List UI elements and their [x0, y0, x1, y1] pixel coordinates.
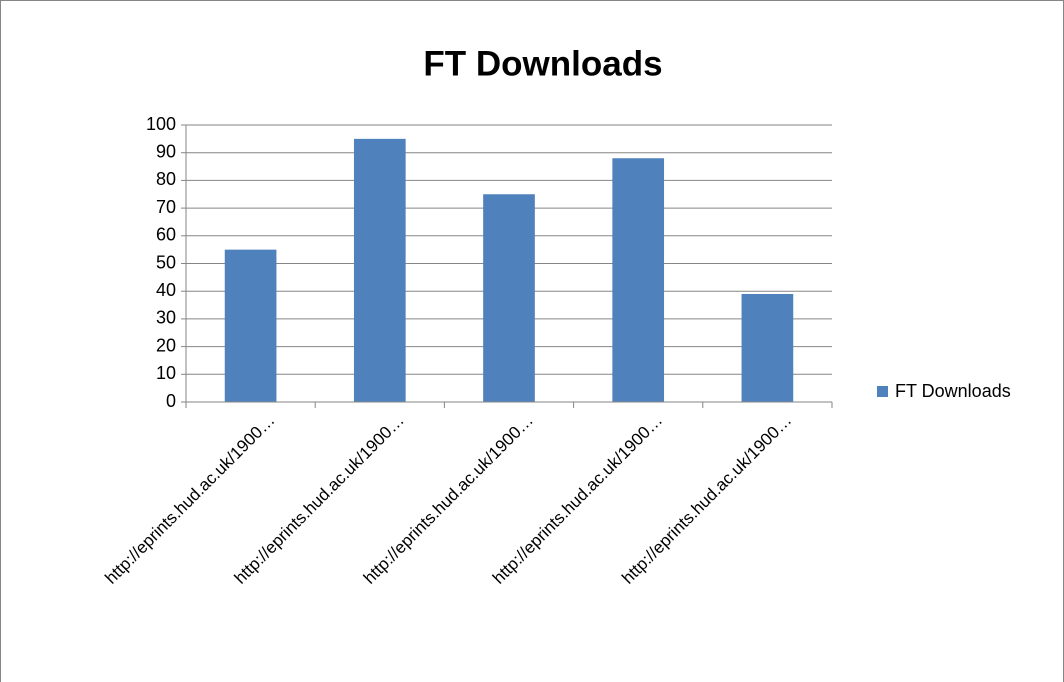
- bar: [612, 158, 665, 402]
- bar: [741, 293, 794, 402]
- y-tick-label: 20: [156, 335, 176, 355]
- bar: [224, 249, 277, 402]
- y-tick-label: 0: [166, 391, 176, 411]
- chart-title: FT Downloads: [423, 44, 662, 83]
- y-tick-label: 80: [156, 169, 176, 189]
- legend-label: FT Downloads: [895, 381, 1011, 401]
- y-tick-label: 100: [146, 114, 176, 134]
- bar: [353, 138, 406, 402]
- y-tick-label: 70: [156, 197, 176, 217]
- y-tick-label: 50: [156, 252, 176, 272]
- y-tick-label: 10: [156, 363, 176, 383]
- y-tick-label: 40: [156, 280, 176, 300]
- y-tick-label: 60: [156, 225, 176, 245]
- y-tick-label: 90: [156, 141, 176, 161]
- y-tick-label: 30: [156, 308, 176, 328]
- legend-swatch: [877, 386, 888, 397]
- bar: [483, 194, 535, 402]
